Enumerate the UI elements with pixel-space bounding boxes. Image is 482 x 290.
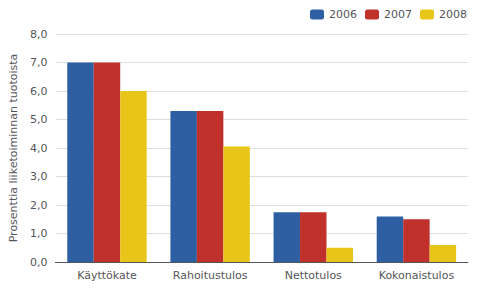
svg-text:Rahoitustulos: Rahoitustulos — [173, 269, 248, 282]
svg-text:4,0: 4,0 — [30, 142, 48, 155]
svg-text:Prosenttia liiketoiminnan tuot: Prosenttia liiketoiminnan tuotoista — [7, 54, 20, 243]
svg-text:2006: 2006 — [329, 8, 357, 21]
svg-text:3,0: 3,0 — [30, 170, 48, 183]
svg-text:Nettotulos: Nettotulos — [285, 269, 342, 282]
svg-text:2008: 2008 — [439, 8, 467, 21]
svg-text:5,0: 5,0 — [30, 113, 48, 126]
svg-text:Käyttökate: Käyttökate — [77, 269, 137, 282]
svg-text:2007: 2007 — [384, 8, 412, 21]
svg-text:7,0: 7,0 — [30, 56, 48, 69]
svg-text:1,0: 1,0 — [30, 227, 48, 240]
svg-text:0,0: 0,0 — [30, 256, 48, 269]
svg-text:2,0: 2,0 — [30, 199, 48, 212]
svg-text:Kokonaistulos: Kokonaistulos — [379, 269, 455, 282]
svg-text:6,0: 6,0 — [30, 85, 48, 98]
svg-text:8,0: 8,0 — [30, 28, 48, 41]
